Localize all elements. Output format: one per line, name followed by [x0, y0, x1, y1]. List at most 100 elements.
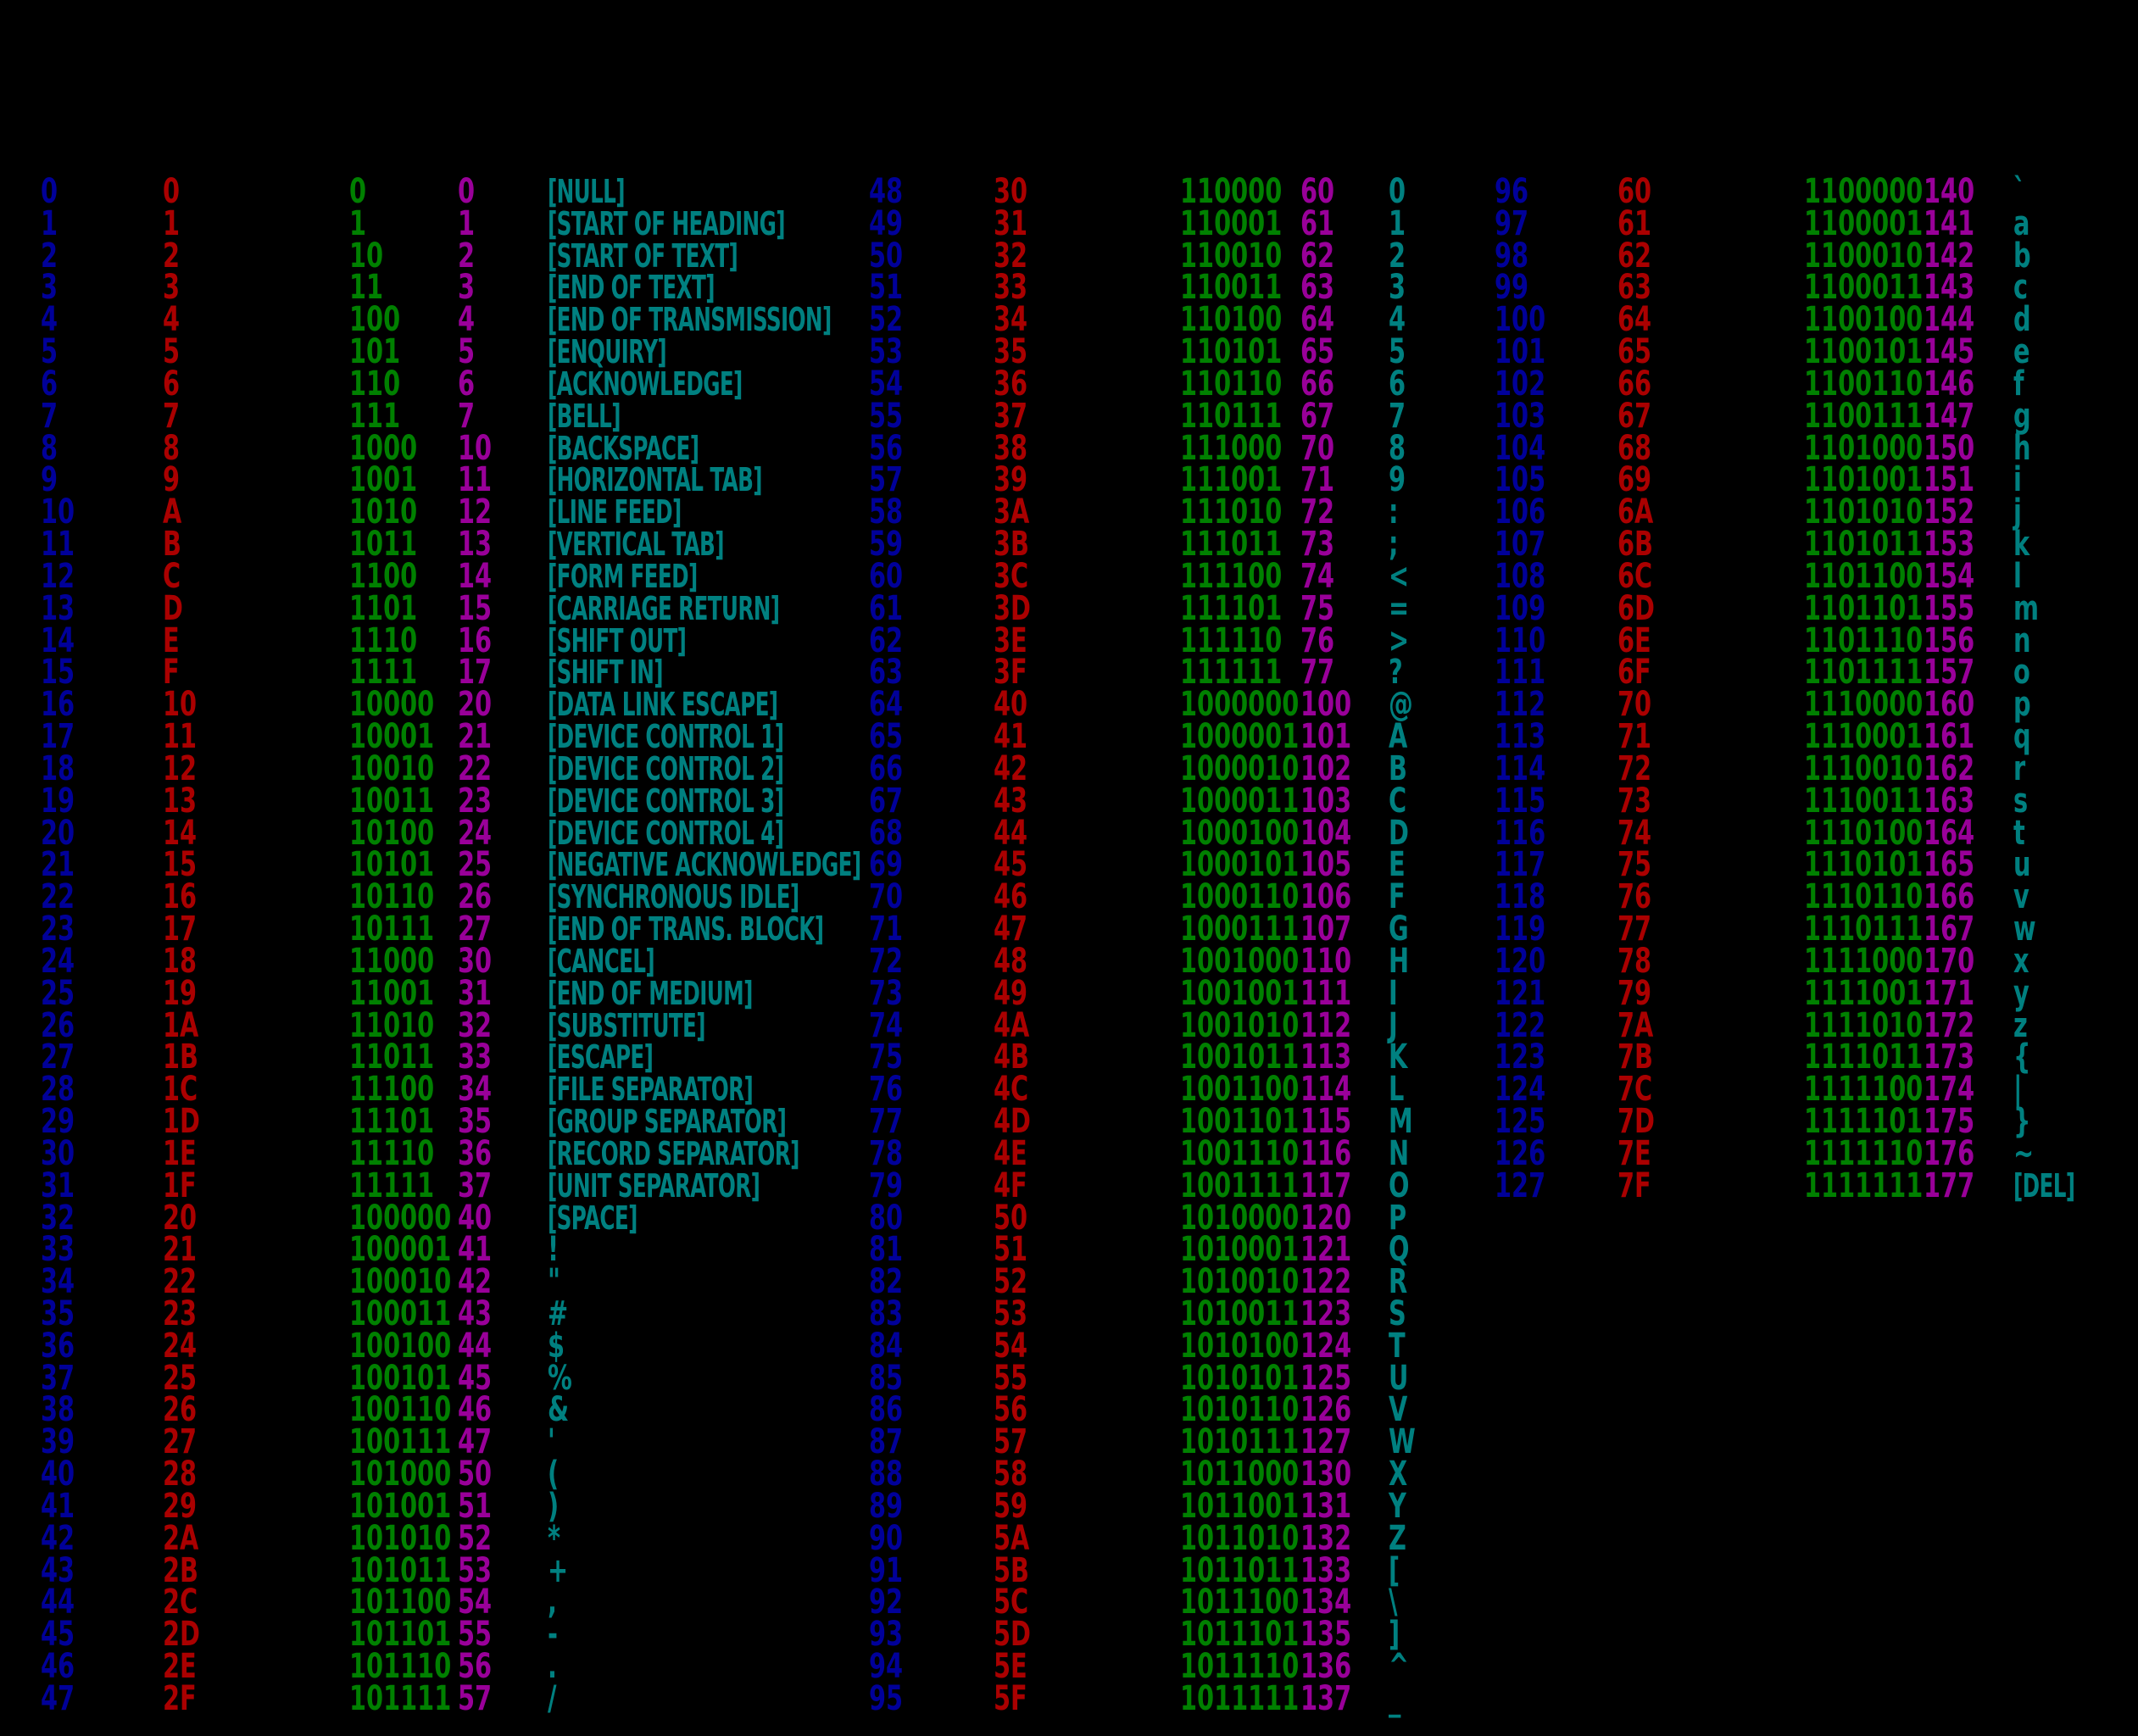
char-cell: [GROUP SEPARATOR] — [548, 1103, 787, 1141]
ascii-row: 88 58 1011000 130 X — [869, 1455, 1426, 1494]
char-cell: < — [1389, 556, 1410, 596]
octal-cell: 20 — [458, 685, 493, 725]
hex-cell: 44 — [994, 813, 1028, 853]
char-cell: r — [2013, 748, 2026, 788]
hex-cell: 13 — [163, 781, 198, 821]
ascii-row: 85 55 1010101 125 U — [869, 1358, 1426, 1398]
binary-cell: 1101 — [349, 588, 418, 628]
binary-cell: 1111111 — [1804, 1166, 1924, 1205]
hex-cell: 41 — [994, 717, 1028, 757]
binary-cell: 1011001 — [1180, 1486, 1300, 1526]
octal-cell: 57 — [458, 1678, 493, 1718]
hex-cell: 4C — [994, 1070, 1029, 1110]
octal-cell: 107 — [1300, 910, 1352, 949]
hex-cell: 49 — [994, 973, 1028, 1013]
char-cell: x — [2013, 941, 2029, 981]
ascii-row: 7 7 111 7 [BELL] — [41, 399, 1029, 433]
ascii-row: 31 1F 11111 37 [UNIT SEPARATOR] — [41, 1169, 1029, 1203]
hex-cell: 55 — [994, 1358, 1028, 1398]
octal-cell: 113 — [1300, 1038, 1352, 1077]
char-cell: { — [2013, 1038, 2031, 1077]
octal-cell: 3 — [458, 268, 476, 308]
octal-cell: 15 — [458, 588, 493, 628]
ascii-row: 45 2D 101101 55 - — [41, 1615, 1029, 1655]
ascii-row: 119 77 1110111 167 w — [1495, 910, 2107, 949]
binary-cell: 1000111 — [1180, 910, 1300, 949]
ascii-row: 76 4C 1001100 114 L — [869, 1070, 1426, 1110]
binary-cell: 1101110 — [1804, 620, 1924, 660]
hex-cell: 4A — [994, 1005, 1030, 1045]
char-cell: [ACKNOWLEDGE] — [548, 364, 743, 403]
binary-cell: 1011101 — [1180, 1615, 1300, 1655]
binary-cell: 1101100 — [1804, 556, 1924, 596]
hex-cell: 58 — [994, 1455, 1028, 1494]
ascii-row: 72 48 1001000 110 H — [869, 941, 1426, 981]
decimal-cell: 98 — [1495, 236, 1529, 275]
hex-cell: 78 — [1617, 941, 1652, 981]
octal-cell: 137 — [1300, 1678, 1352, 1718]
ascii-row: 8 8 1000 10 [BACKSPACE] — [41, 431, 1029, 465]
ascii-row: 13 D 1101 15 [CARRIAGE RETURN] — [41, 588, 1029, 628]
binary-cell: 110010 — [1180, 236, 1283, 275]
binary-cell: 10110 — [349, 877, 435, 917]
octal-cell: 125 — [1300, 1358, 1352, 1398]
char-cell: 6 — [1389, 364, 1406, 403]
binary-cell: 10011 — [349, 781, 435, 821]
char-cell: [START OF HEADING] — [548, 204, 785, 242]
decimal-cell: 41 — [41, 1486, 75, 1526]
hex-cell: F — [163, 653, 180, 693]
hex-cell: 6E — [1617, 620, 1651, 660]
octal-cell: 16 — [458, 620, 493, 660]
decimal-cell: 83 — [869, 1294, 904, 1333]
octal-cell: 72 — [1300, 492, 1335, 532]
hex-cell: 24 — [163, 1326, 198, 1366]
decimal-cell: 16 — [41, 685, 75, 725]
binary-cell: 1111011 — [1804, 1038, 1924, 1077]
char-cell: U — [1389, 1358, 1409, 1398]
ascii-row: 112 70 1110000 160 p — [1495, 687, 2107, 721]
hex-cell: 48 — [994, 941, 1028, 981]
ascii-row: 57 39 111001 71 9 — [869, 464, 1426, 498]
char-cell: 3 — [1389, 268, 1406, 308]
octal-cell: 23 — [458, 781, 493, 821]
hex-cell: 20 — [163, 1198, 198, 1238]
octal-cell: 34 — [458, 1070, 493, 1110]
decimal-cell: 114 — [1495, 748, 1546, 788]
char-cell: [END OF MEDIUM] — [548, 974, 753, 1012]
binary-cell: 11101 — [349, 1102, 435, 1142]
octal-cell: 77 — [1300, 653, 1335, 693]
hex-cell: 7A — [1617, 1005, 1654, 1045]
ascii-row: 1 1 1 1 [START OF HEADING] — [41, 204, 1029, 242]
hex-cell: 25 — [163, 1358, 198, 1398]
hex-cell: 14 — [163, 813, 198, 853]
octal-cell: 114 — [1300, 1070, 1352, 1110]
binary-cell: 100000 — [349, 1198, 452, 1238]
decimal-cell: 49 — [869, 203, 904, 243]
binary-cell: 1111000 — [1804, 941, 1924, 981]
decimal-cell: 82 — [869, 1262, 904, 1302]
char-cell: w — [2013, 910, 2036, 949]
hex-cell: 5A — [994, 1518, 1030, 1558]
char-cell: | — [2013, 1070, 2023, 1110]
octal-cell: 146 — [1924, 364, 1975, 403]
octal-cell: 55 — [458, 1615, 493, 1655]
binary-cell: 111111 — [1180, 653, 1283, 693]
char-cell: L — [1389, 1070, 1405, 1110]
char-cell: [START OF TEXT] — [548, 236, 738, 275]
binary-cell: 1101111 — [1804, 653, 1924, 693]
binary-cell: 1111001 — [1804, 973, 1924, 1013]
octal-cell: 143 — [1924, 268, 1975, 308]
hex-cell: 16 — [163, 877, 198, 917]
binary-cell: 1001100 — [1180, 1070, 1300, 1110]
char-cell: [RECORD SEPARATOR] — [548, 1134, 799, 1172]
octal-cell: 73 — [1300, 525, 1335, 565]
hex-cell: 72 — [1617, 748, 1652, 788]
char-cell: * — [548, 1518, 561, 1558]
ascii-row: 60 3C 111100 74 < — [869, 556, 1426, 596]
ascii-row: 52 34 110100 64 4 — [869, 303, 1426, 337]
decimal-cell: 20 — [41, 813, 75, 853]
octal-cell: 44 — [458, 1326, 493, 1366]
binary-cell: 1010010 — [1180, 1262, 1300, 1302]
octal-cell: 171 — [1924, 973, 1975, 1013]
hex-cell: 67 — [1617, 396, 1652, 436]
